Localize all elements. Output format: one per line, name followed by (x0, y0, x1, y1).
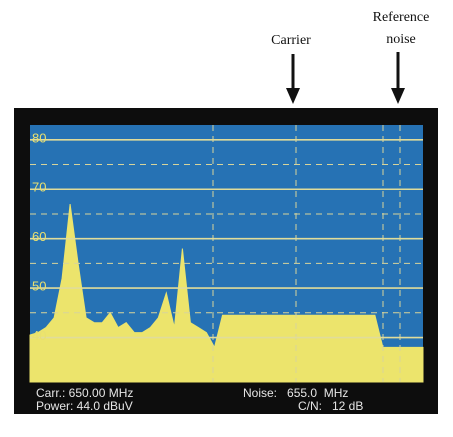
arrow-head (286, 88, 300, 104)
reference-label: noise (386, 32, 416, 47)
y-tick-label: 40 (32, 328, 46, 343)
y-tick-label: 60 (32, 229, 46, 244)
reference-label: Reference (373, 10, 430, 25)
y-tick-label: 80 (32, 130, 46, 145)
readout: Power: 44.0 dBuV (36, 399, 133, 413)
screenshot: Carrier Reference noise 40 50 60 70 80 Carr.… (0, 0, 453, 437)
y-tick-label: 50 (32, 279, 46, 294)
y-tick-label: 70 (32, 180, 46, 195)
readout: Carr.: 650.00 MHz (36, 386, 133, 400)
arrow-head (391, 88, 405, 104)
carrier-label: Carrier (271, 33, 311, 48)
readout: C/N: 12 dB (298, 399, 363, 413)
readout: Noise: 655.0 MHz (243, 386, 348, 400)
